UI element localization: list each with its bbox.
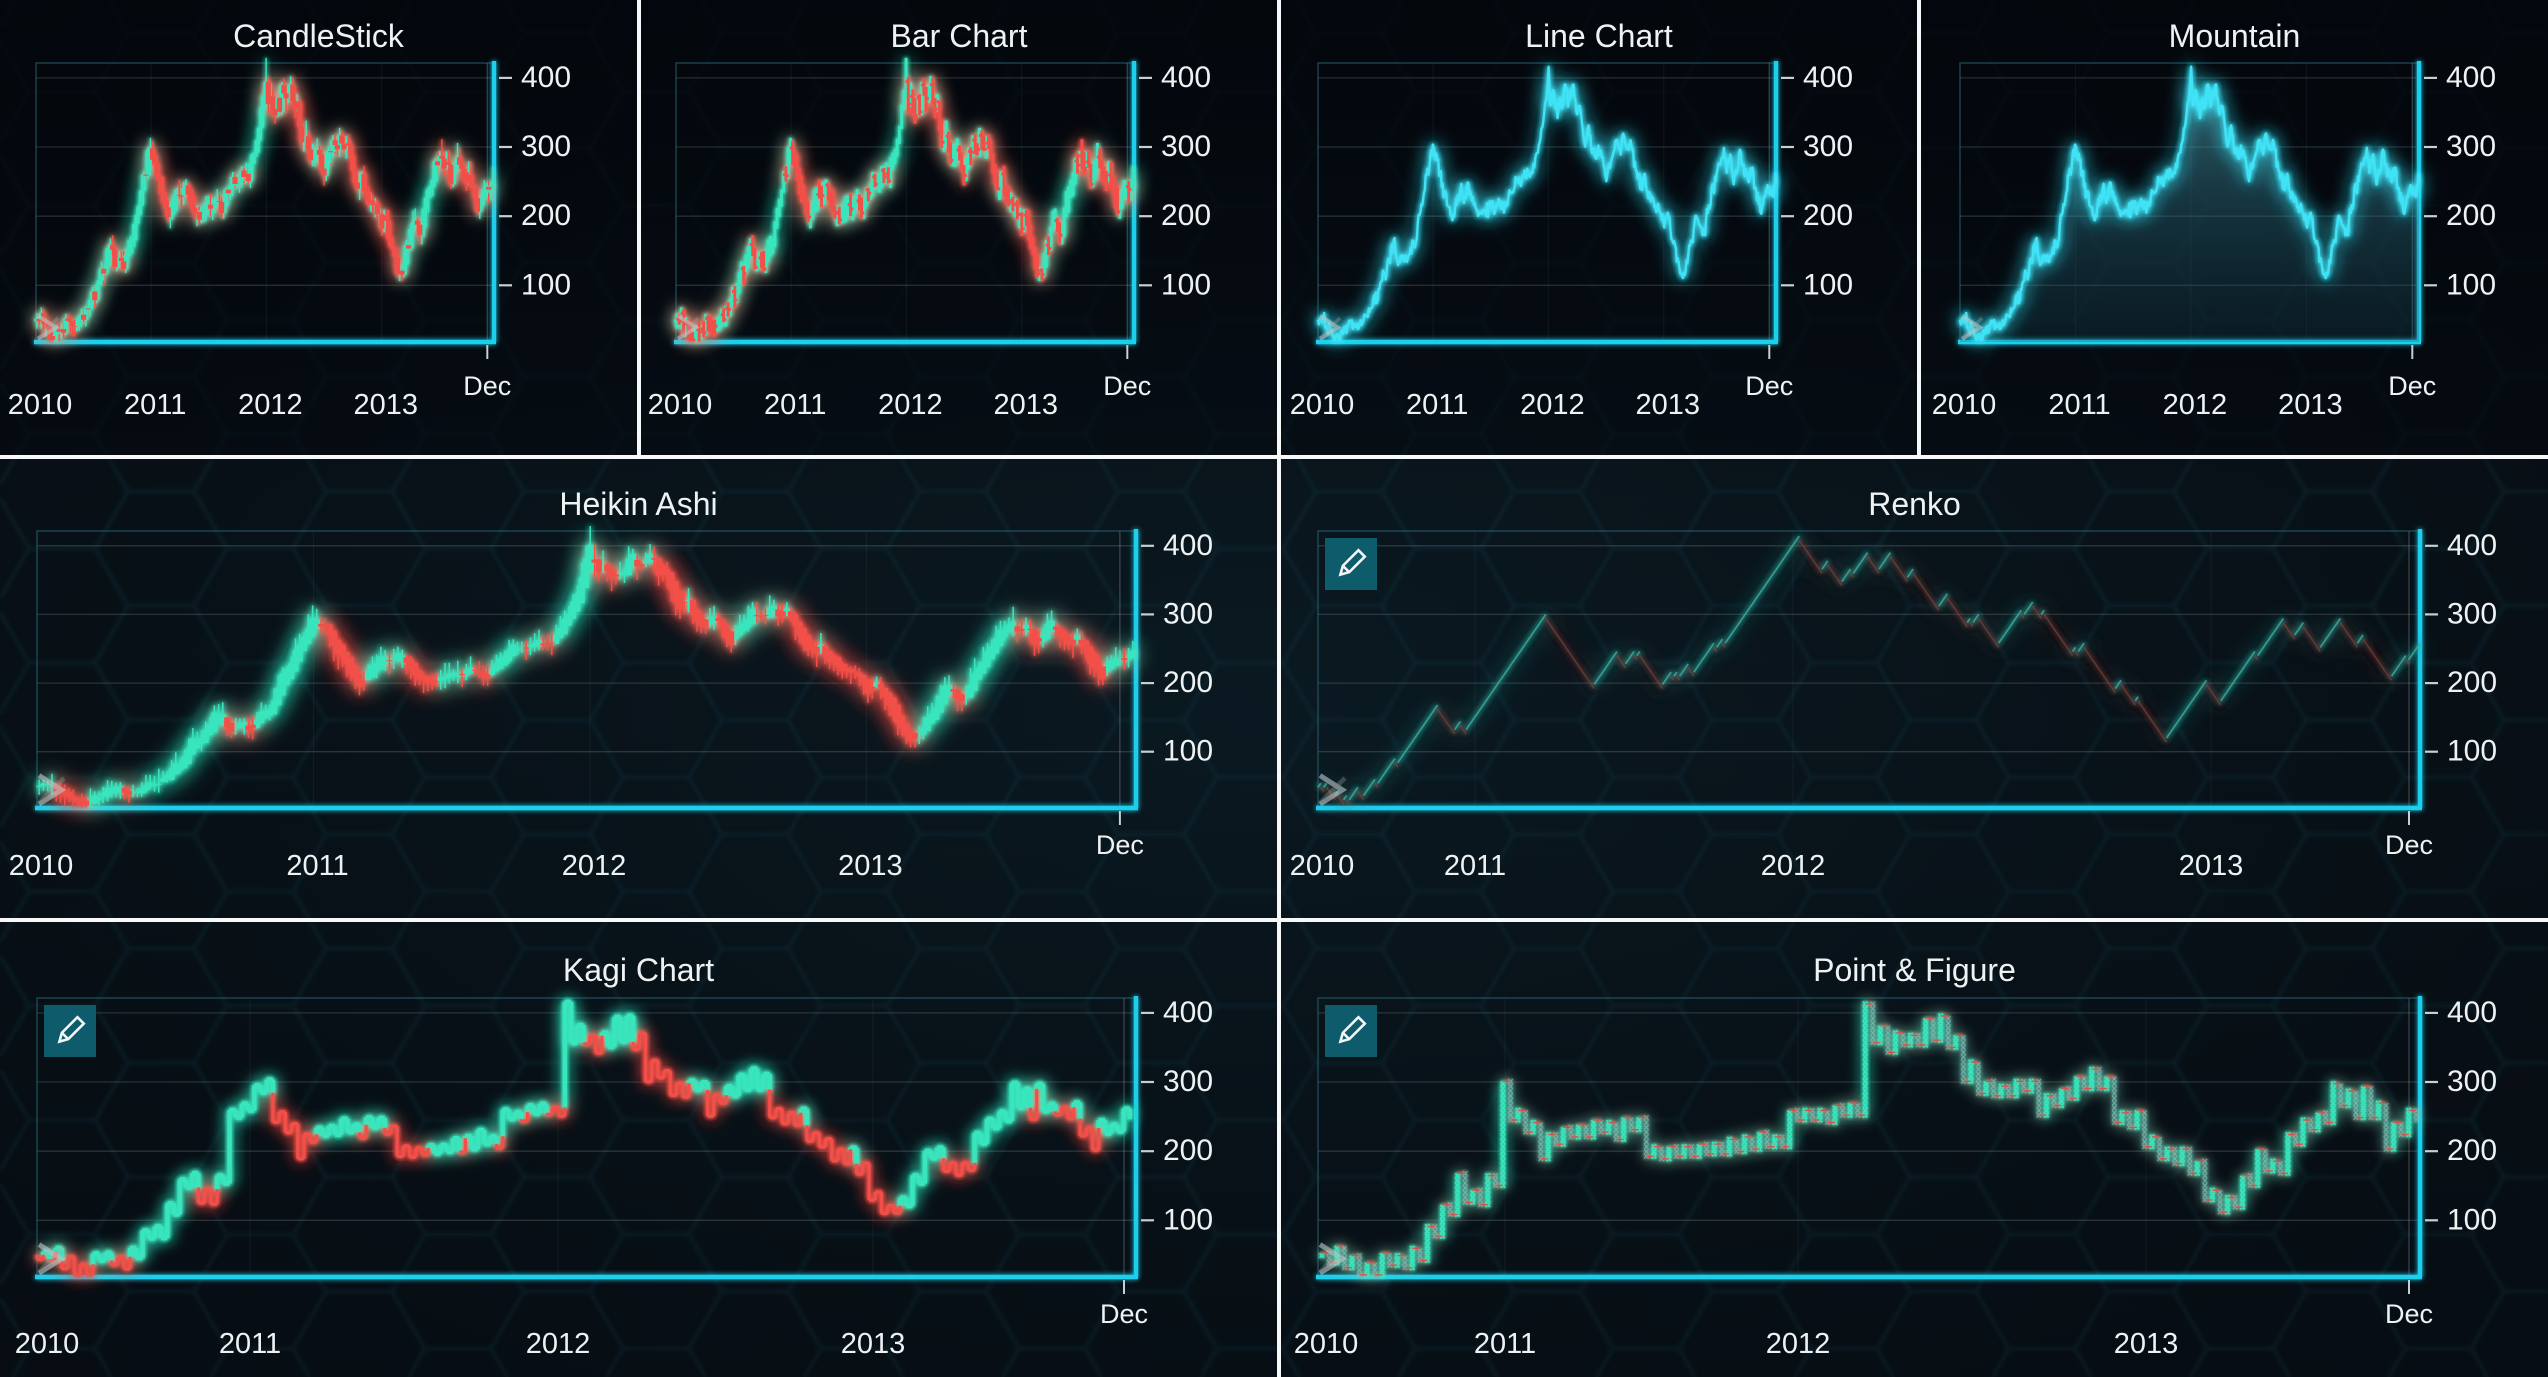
svg-text:100: 100 [521,268,571,301]
svg-text:300: 300 [1161,130,1211,163]
svg-text:300: 300 [521,130,571,163]
svg-text:2010: 2010 [648,389,713,421]
svg-text:2011: 2011 [124,389,186,421]
svg-text:2010: 2010 [1290,850,1355,882]
svg-text:300: 300 [1163,597,1213,630]
svg-text:2013: 2013 [2114,1328,2179,1360]
svg-text:2013: 2013 [353,389,418,421]
svg-text:100: 100 [2446,268,2496,301]
svg-text:100: 100 [2447,735,2497,768]
svg-text:Dec: Dec [463,371,511,401]
svg-text:CandleStick: CandleStick [233,18,405,54]
svg-text:100: 100 [1161,268,1211,301]
svg-text:200: 200 [521,199,571,232]
svg-text:300: 300 [2447,1065,2497,1098]
svg-text:2010: 2010 [1290,389,1355,421]
svg-text:400: 400 [1163,996,1213,1029]
svg-text:Dec: Dec [1103,371,1151,401]
svg-text:200: 200 [2446,199,2496,232]
svg-text:2012: 2012 [238,389,303,421]
svg-text:300: 300 [1163,1065,1213,1098]
svg-text:Dec: Dec [1745,371,1793,401]
svg-text:2013: 2013 [2179,850,2244,882]
svg-text:400: 400 [521,61,571,94]
svg-text:Heikin Ashi: Heikin Ashi [559,486,717,522]
svg-text:100: 100 [2447,1203,2497,1236]
svg-text:Dec: Dec [1100,1299,1148,1329]
svg-text:300: 300 [2446,130,2496,163]
svg-text:2012: 2012 [562,850,627,882]
svg-text:2011: 2011 [1406,389,1468,421]
svg-text:2010: 2010 [15,1328,80,1360]
svg-text:2011: 2011 [2048,389,2110,421]
svg-text:300: 300 [1803,130,1853,163]
svg-text:Line Chart: Line Chart [1525,18,1673,54]
svg-text:2012: 2012 [1761,850,1826,882]
svg-text:200: 200 [1163,666,1213,699]
svg-text:2012: 2012 [878,389,943,421]
svg-text:2013: 2013 [993,389,1058,421]
svg-text:400: 400 [1803,61,1853,94]
svg-text:2012: 2012 [2163,389,2228,421]
svg-text:200: 200 [2447,666,2497,699]
svg-text:2011: 2011 [1444,850,1506,882]
svg-text:2012: 2012 [1520,389,1585,421]
svg-text:400: 400 [2447,996,2497,1029]
svg-text:200: 200 [1163,1134,1213,1167]
svg-text:2010: 2010 [9,850,74,882]
svg-text:2011: 2011 [286,850,348,882]
svg-text:400: 400 [2446,61,2496,94]
svg-text:2013: 2013 [838,850,903,882]
svg-text:400: 400 [1163,529,1213,562]
svg-text:2012: 2012 [1766,1328,1831,1360]
svg-text:2011: 2011 [1474,1328,1536,1360]
svg-text:2010: 2010 [8,389,73,421]
svg-text:2011: 2011 [764,389,826,421]
svg-text:Dec: Dec [2385,830,2433,860]
svg-text:Bar Chart: Bar Chart [891,18,1028,54]
svg-text:2013: 2013 [2278,389,2343,421]
svg-text:2010: 2010 [1294,1328,1359,1360]
svg-text:100: 100 [1803,268,1853,301]
svg-text:Point & Figure: Point & Figure [1813,952,2016,988]
svg-text:Dec: Dec [2385,1299,2433,1329]
svg-text:300: 300 [2447,597,2497,630]
svg-text:Renko: Renko [1868,486,1961,522]
svg-text:200: 200 [1161,199,1211,232]
svg-text:100: 100 [1163,1203,1213,1236]
svg-text:400: 400 [2447,529,2497,562]
svg-text:200: 200 [2447,1134,2497,1167]
svg-text:2010: 2010 [1932,389,1997,421]
svg-text:2013: 2013 [841,1328,906,1360]
svg-text:Dec: Dec [2388,371,2436,401]
svg-text:Kagi Chart: Kagi Chart [563,952,714,988]
svg-text:2012: 2012 [526,1328,591,1360]
svg-text:Mountain: Mountain [2169,18,2301,54]
svg-text:200: 200 [1803,199,1853,232]
svg-text:100: 100 [1163,735,1213,768]
svg-text:2011: 2011 [219,1328,281,1360]
svg-text:2013: 2013 [1635,389,1700,421]
svg-text:400: 400 [1161,61,1211,94]
svg-text:Dec: Dec [1096,830,1144,860]
